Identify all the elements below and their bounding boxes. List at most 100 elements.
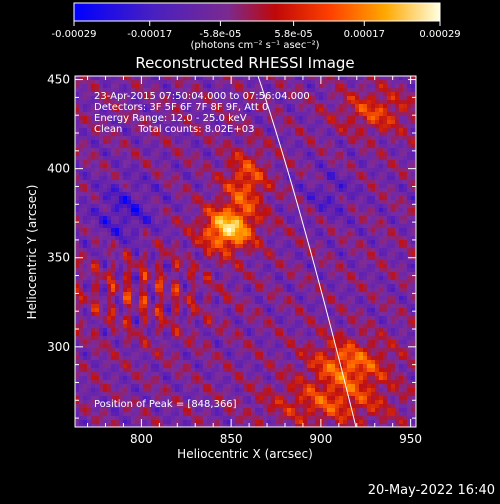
heatmap-cell xyxy=(339,304,343,308)
heatmap-cell xyxy=(299,168,303,172)
heatmap-cell xyxy=(331,232,335,236)
heatmap-cell xyxy=(259,252,263,256)
heatmap-cell xyxy=(355,100,359,104)
heatmap-cell xyxy=(395,240,399,244)
heatmap-cell xyxy=(99,304,103,308)
heatmap-cell xyxy=(215,204,219,208)
heatmap-cell xyxy=(307,156,311,160)
heatmap-cell xyxy=(291,256,295,260)
heatmap-cell xyxy=(351,288,355,292)
heatmap-cell xyxy=(255,284,259,288)
heatmap-cell xyxy=(387,84,391,88)
heatmap-cell xyxy=(411,160,415,164)
heatmap-cell xyxy=(79,96,83,100)
heatmap-cell xyxy=(347,196,351,200)
heatmap-cell xyxy=(231,180,235,184)
heatmap-cell xyxy=(123,168,127,172)
heatmap-cell xyxy=(387,108,391,112)
heatmap-cell xyxy=(287,152,291,156)
heatmap-cell xyxy=(215,284,219,288)
heatmap-cell xyxy=(387,124,391,128)
heatmap-cell xyxy=(99,76,103,80)
heatmap-cell xyxy=(107,252,111,256)
heatmap-cell xyxy=(99,236,103,240)
heatmap-cell xyxy=(371,268,375,272)
heatmap-cell xyxy=(127,280,131,284)
heatmap-cell xyxy=(107,80,111,84)
heatmap-cell xyxy=(83,276,87,280)
heatmap-cell xyxy=(255,128,259,132)
heatmap-cell xyxy=(239,280,243,284)
heatmap-cell xyxy=(123,280,127,284)
heatmap-cell xyxy=(363,144,367,148)
heatmap-cell xyxy=(187,136,191,140)
heatmap-cell xyxy=(387,220,391,224)
heatmap-cell xyxy=(223,164,227,168)
heatmap-cell xyxy=(275,84,279,88)
heatmap-cell xyxy=(295,188,299,192)
heatmap-cell xyxy=(179,228,183,232)
heatmap-cell xyxy=(135,164,139,168)
heatmap-cell xyxy=(227,156,231,160)
heatmap-cell xyxy=(283,140,287,144)
heatmap-cell xyxy=(335,296,339,300)
heatmap-cell xyxy=(95,224,99,228)
heatmap-cell xyxy=(183,248,187,252)
heatmap-cell xyxy=(239,220,243,224)
heatmap-cell xyxy=(267,284,271,288)
heatmap-cell xyxy=(403,188,407,192)
heatmap-cell xyxy=(295,168,299,172)
heatmap-cell xyxy=(259,116,263,120)
heatmap-cell xyxy=(119,232,123,236)
heatmap-cell xyxy=(359,276,363,280)
heatmap-cell xyxy=(303,208,307,212)
heatmap-cell xyxy=(287,80,291,84)
heatmap-cell xyxy=(411,156,415,160)
heatmap-cell xyxy=(211,152,215,156)
heatmap-cell xyxy=(79,188,83,192)
heatmap-cell xyxy=(183,256,187,260)
heatmap-cell xyxy=(355,208,359,212)
heatmap-cell xyxy=(407,200,411,204)
heatmap-cell xyxy=(399,76,403,80)
heatmap-cell xyxy=(171,140,175,144)
heatmap-cell xyxy=(323,200,327,204)
heatmap-cell xyxy=(271,224,275,228)
heatmap-cell xyxy=(331,168,335,172)
heatmap-cell xyxy=(187,192,191,196)
heatmap-cell xyxy=(123,84,127,88)
heatmap-cell xyxy=(315,288,319,292)
heatmap-cell xyxy=(347,88,351,92)
heatmap-cell xyxy=(339,248,343,252)
heatmap-cell xyxy=(315,224,319,228)
heatmap-cell xyxy=(223,292,227,296)
heatmap-cell xyxy=(175,156,179,160)
heatmap-cell xyxy=(303,276,307,280)
heatmap-cell xyxy=(191,152,195,156)
heatmap-cell xyxy=(183,212,187,216)
heatmap-cell xyxy=(123,188,127,192)
heatmap-cell xyxy=(299,284,303,288)
heatmap-cell xyxy=(247,212,251,216)
heatmap-cell xyxy=(271,176,275,180)
heatmap-cell xyxy=(407,148,411,152)
heatmap-cell xyxy=(383,152,387,156)
heatmap-cell xyxy=(387,80,391,84)
heatmap-cell xyxy=(211,220,215,224)
heatmap-cell xyxy=(235,140,239,144)
heatmap-cell xyxy=(103,76,107,80)
heatmap-cell xyxy=(163,236,167,240)
heatmap-cell xyxy=(211,84,215,88)
heatmap-cell xyxy=(295,116,299,120)
heatmap-cell xyxy=(403,84,407,88)
heatmap-cell xyxy=(407,268,411,272)
heatmap-cell xyxy=(191,248,195,252)
heatmap-cell xyxy=(295,240,299,244)
heatmap-cell xyxy=(227,212,231,216)
heatmap-cell xyxy=(331,228,335,232)
heatmap-cell xyxy=(351,156,355,160)
heatmap-cell xyxy=(243,248,247,252)
heatmap-cell xyxy=(171,284,175,288)
heatmap-cell xyxy=(303,136,307,140)
heatmap-cell xyxy=(355,116,359,120)
